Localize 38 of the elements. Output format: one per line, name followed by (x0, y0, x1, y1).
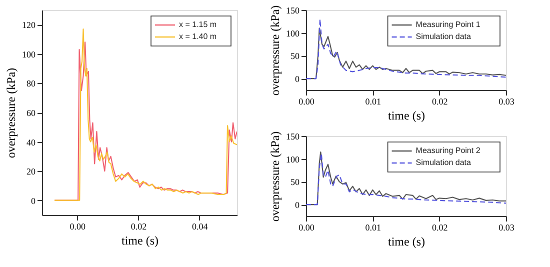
x-tick-label: 0.01 (365, 222, 382, 232)
y-tick-label: 50 (290, 51, 300, 62)
y-tick-label: 0 (295, 74, 300, 84)
legend-label: Simulation data (416, 32, 472, 41)
x-tick-label: 0.02 (130, 222, 147, 232)
x-axis-title: time (s) (122, 234, 158, 248)
y-tick-label: 120 (22, 20, 36, 30)
x-axis-title: time (s) (388, 234, 425, 248)
x-tick-label: 0.00 (298, 222, 315, 232)
y-tick-label: 60 (26, 108, 36, 118)
x-tick-label: 0.00 (70, 222, 86, 232)
y-tick-label: 150 (286, 6, 300, 16)
x-tick-label: 0.03 (498, 96, 515, 106)
y-tick-label: 50 (290, 177, 300, 188)
y-tick-label: 0 (295, 200, 300, 210)
y-tick-label: 20 (26, 166, 36, 177)
y-axis-title: overpressure (kPa) (268, 131, 282, 222)
y-axis-title: overpressure (kPa) (268, 5, 282, 96)
x-tick-label: 0.04 (192, 222, 208, 232)
x-tick-label: 0.01 (365, 96, 382, 106)
x-tick-label: 0.02 (432, 222, 448, 232)
y-axis-title: overpressure (kPa) (4, 68, 18, 158)
x-axis-title: time (s) (388, 108, 425, 122)
legend-label: x = 1.40 m (179, 32, 217, 41)
legend-label: Measuring Point 2 (416, 146, 481, 155)
y-tick-label: 80 (26, 78, 36, 89)
legend-label: Simulation data (416, 158, 472, 167)
x-tick-label: 0.02 (432, 96, 448, 106)
y-tick-label: 100 (22, 49, 36, 60)
x-tick-label: 0.03 (498, 222, 515, 232)
y-tick-label: 100 (286, 28, 300, 38)
y-tick-label: 0 (31, 196, 36, 206)
legend-label: x = 1.15 m (179, 20, 217, 29)
legend-label: Measuring Point 1 (416, 20, 481, 29)
y-tick-label: 40 (26, 137, 36, 148)
x-tick-label: 0.00 (298, 96, 315, 106)
y-tick-label: 100 (286, 154, 300, 164)
y-tick-label: 150 (286, 132, 300, 142)
